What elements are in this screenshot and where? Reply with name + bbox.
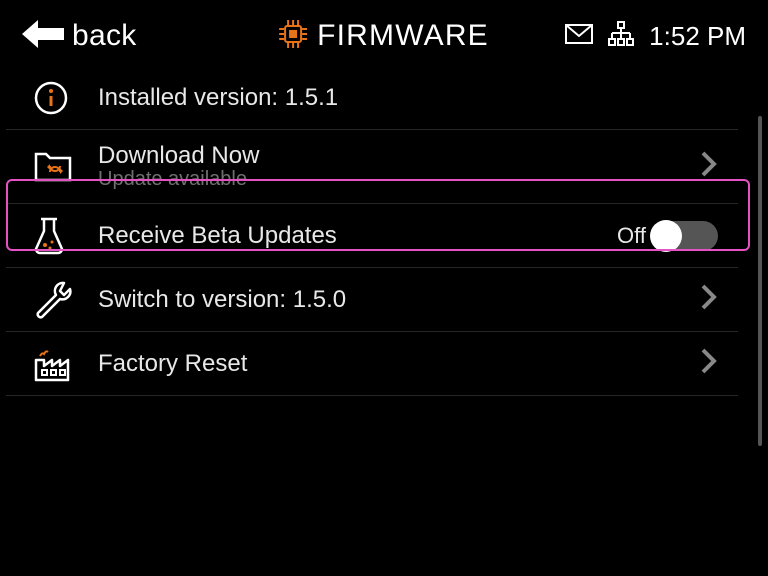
back-label: back — [72, 19, 137, 53]
toggle-state-label: Off — [617, 223, 646, 249]
toggle-knob — [650, 220, 682, 252]
header: back FIRMWARE — [0, 0, 768, 66]
download-now-sub: Update available — [98, 168, 700, 191]
beta-toggle[interactable] — [652, 221, 718, 251]
chevron-right-icon — [700, 150, 718, 183]
chevron-right-icon — [700, 347, 718, 380]
beta-updates-label: Receive Beta Updates — [98, 222, 617, 250]
network-icon — [607, 21, 635, 52]
factory-icon — [34, 346, 78, 382]
settings-list: Installed version: 1.5.1 Download Now Up… — [0, 66, 744, 396]
flask-icon — [34, 217, 78, 255]
wrench-icon — [34, 281, 78, 319]
scrollbar[interactable] — [758, 116, 762, 446]
beta-updates-row[interactable]: Receive Beta Updates Off — [6, 204, 738, 268]
page-title: FIRMWARE — [317, 19, 489, 53]
switch-version-row[interactable]: Switch to version: 1.5.0 — [6, 268, 738, 332]
installed-version-label: Installed version: 1.5.1 — [98, 84, 718, 112]
info-icon — [34, 81, 78, 115]
switch-version-label: Switch to version: 1.5.0 — [98, 286, 700, 314]
mail-icon — [565, 24, 593, 49]
download-now-label: Download Now — [98, 142, 700, 170]
installed-version-row: Installed version: 1.5.1 — [6, 66, 738, 130]
clock: 1:52 PM — [649, 21, 746, 52]
download-now-row[interactable]: Download Now Update available — [6, 130, 738, 204]
title-block: FIRMWARE — [279, 19, 489, 53]
firmware-chip-icon — [279, 20, 307, 53]
back-button[interactable]: back — [22, 19, 137, 54]
folder-sync-icon — [34, 150, 78, 184]
status-bar: 1:52 PM — [565, 21, 746, 52]
chevron-right-icon — [700, 283, 718, 316]
factory-reset-label: Factory Reset — [98, 350, 700, 378]
back-arrow-icon — [22, 19, 64, 54]
factory-reset-row[interactable]: Factory Reset — [6, 332, 738, 396]
